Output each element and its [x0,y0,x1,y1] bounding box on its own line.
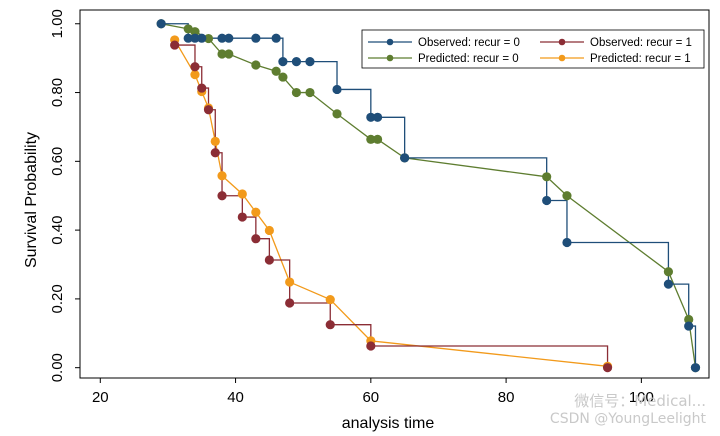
series-point-0 [190,33,200,43]
watermark: 微信号：Medical... CSDN @YoungLeelight [550,392,706,428]
series-point-1 [251,234,261,244]
series-point-0 [251,33,261,43]
y-axis-label: Survival Probability [23,132,40,268]
series-point-2 [251,60,261,70]
series-point-1 [602,363,613,373]
series-point-0 [156,19,166,29]
series-point-3 [237,189,247,199]
series-point-0 [291,56,302,67]
series-point-2 [663,267,674,277]
x-tick-label: 60 [362,389,379,406]
legend-box [361,29,705,69]
series-point-2 [291,87,302,98]
series-point-2 [224,49,234,59]
series-point-3 [325,294,335,305]
legend-entry-label: Observed: recur = 1 [590,37,692,49]
series-point-1 [217,191,227,201]
series-point-1 [190,62,200,72]
y-tick-label: 1.00 [49,9,66,38]
series-point-1 [366,341,376,351]
series-point-0 [684,321,694,331]
series-point-1 [285,298,295,308]
series-point-2 [190,27,200,37]
series-point-1 [170,40,180,50]
series-point-1 [325,320,335,330]
series-point-0 [372,112,383,122]
plot-area [79,9,710,379]
series-point-3 [285,277,295,287]
series-point-3 [210,136,220,146]
legend-entry-label: Predicted: recur = 0 [418,53,519,65]
series-point-2 [332,109,342,119]
y-tick-label: 0.00 [49,353,66,382]
x-tick-label: 20 [92,389,109,406]
series-point-0 [690,363,701,373]
series-point-0 [542,195,552,206]
legend-entry-label: Predicted: recur = 1 [590,53,691,65]
series-point-1 [264,255,274,265]
series-point-3 [264,225,274,236]
series-point-2 [278,72,288,82]
y-tick-label: 0.60 [49,147,66,176]
series-point-3 [190,70,200,80]
series-point-0 [305,56,315,67]
series-point-3 [217,171,227,181]
y-tick-label: 0.20 [49,284,66,313]
axes: 20 40 60 80 100 0.00 0.20 0.40 0.60 0.80 1.00 [49,9,654,406]
y-tick-label: 0.80 [49,78,66,107]
legend-marker-2 [386,54,394,62]
series-point-0 [197,33,207,43]
series-point-0 [663,279,674,289]
series-point-0 [278,56,288,67]
legend-marker-0 [386,38,394,46]
series-point-2 [372,134,383,144]
x-tick-label: 80 [498,389,515,406]
legend-entry-label: Observed: recur = 0 [418,37,520,49]
series-point-2 [366,134,376,144]
series-point-0 [366,112,376,122]
series-point-3 [251,207,261,217]
series-markers [156,19,701,373]
legend-marker-3 [558,54,566,62]
x-axis-label: analysis time [342,415,435,432]
watermark-line-1: 微信号：Medical... [574,392,706,410]
legend: Observed: recur = 0 Observed: recur = 1 Pr… [361,29,705,69]
legend-marker-1 [558,38,566,46]
series-point-0 [332,84,342,95]
series-point-0 [183,33,193,43]
series-point-2 [684,314,694,325]
watermark-line-2: CSDN @YoungLeelight [549,411,706,427]
series-point-2 [305,87,315,98]
series-point-0 [217,33,227,43]
series-point-2 [542,172,552,182]
y-tick-label: 0.40 [49,216,66,245]
series-point-1 [210,148,220,158]
series-point-2 [562,191,572,201]
series-point-2 [271,66,281,76]
series-point-0 [271,33,281,43]
series-point-1 [237,212,247,222]
series-point-0 [562,237,572,248]
series-point-0 [400,153,410,163]
x-tick-label: 40 [227,389,244,406]
series-point-1 [197,83,207,93]
series-point-2 [203,33,214,44]
series-point-0 [224,33,234,43]
series-point-1 [203,105,214,115]
x-tick-label: 100 [629,389,654,406]
series-point-2 [217,49,227,59]
